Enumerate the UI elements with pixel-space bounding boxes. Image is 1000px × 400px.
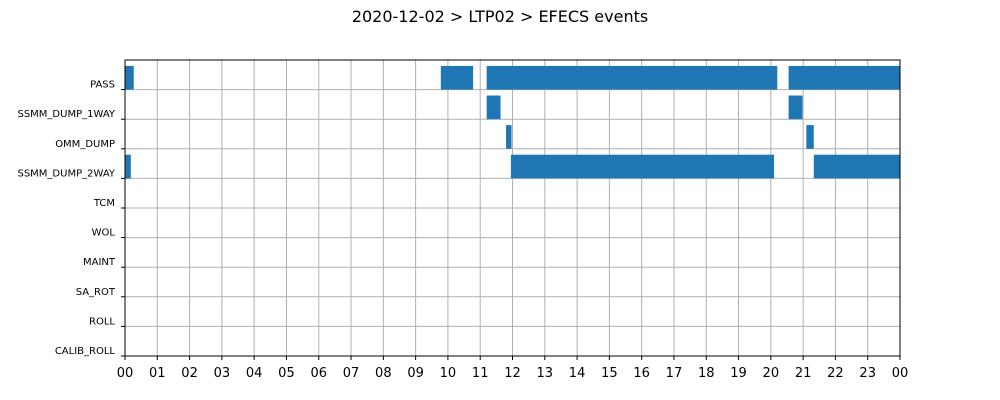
- axes: 00 01 02 03 04 05 06 07 08 09 10 11 12 13 14 15 16 17 18 19…: [17, 80, 908, 381]
- x-tick-label: 22: [827, 366, 844, 381]
- x-tick-label: 02: [181, 366, 198, 381]
- x-tick-label: 06: [310, 366, 327, 381]
- event-bar-ssmm-dump-1way: [486, 95, 501, 120]
- x-tick-label: 03: [214, 366, 231, 381]
- x-tick-label: 17: [666, 366, 683, 381]
- x-tick-label: 11: [472, 366, 489, 381]
- event-bar-ssmm-dump-2way: [813, 154, 900, 179]
- x-tick-label: 14: [569, 366, 586, 381]
- y-tick-label: PASS: [90, 80, 115, 91]
- x-tick-label: 05: [278, 366, 295, 381]
- y-tick-label: OMM_DUMP: [55, 139, 115, 150]
- x-tick-label: 09: [407, 366, 424, 381]
- x-tick-label: 15: [601, 366, 618, 381]
- event-bar-ssmm-dump-2way: [510, 154, 775, 179]
- x-tick-label: 21: [795, 366, 812, 381]
- y-tick-label: ROLL: [89, 316, 115, 327]
- event-bar-omm-dump: [806, 125, 814, 149]
- y-tick-label: TCM: [93, 198, 115, 209]
- x-tick-label: 07: [343, 366, 360, 381]
- x-tick-label: 12: [504, 366, 521, 381]
- x-tick-label: 00: [117, 366, 134, 381]
- y-tick-label: SSMM_DUMP_2WAY: [17, 168, 115, 179]
- x-tick-label: 04: [246, 366, 263, 381]
- y-tick-label: MAINT: [83, 257, 116, 268]
- grid: [124, 60, 901, 357]
- x-tick-label: 00: [892, 366, 909, 381]
- plot-frame: [124, 59, 901, 357]
- x-tick-label: 01: [149, 366, 166, 381]
- event-bar-ssmm-dump-1way: [788, 95, 803, 120]
- event-bar-pass: [440, 65, 474, 90]
- event-bar-pass: [486, 65, 778, 90]
- event-bar-pass: [788, 65, 900, 90]
- x-tick-label: 19: [730, 366, 747, 381]
- y-tick-label: SSMM_DUMP_1WAY: [17, 109, 115, 120]
- x-tick-label: 13: [537, 366, 554, 381]
- y-tick-label: WOL: [92, 228, 116, 239]
- x-tick-label: 10: [440, 366, 457, 381]
- y-tick-label: CALIB_ROLL: [55, 346, 116, 357]
- x-tick-label: 23: [859, 366, 876, 381]
- event-bar-ssmm-dump-2way: [125, 154, 131, 179]
- event-bar-pass: [125, 65, 134, 90]
- x-tick-label: 08: [375, 366, 392, 381]
- event-bars: [125, 65, 900, 179]
- chart-title: 2020-12-02 > LTP02 > EFECS events: [352, 7, 648, 26]
- x-tick-label: 18: [698, 366, 715, 381]
- event-bar-omm-dump: [506, 125, 512, 149]
- y-tick-label: SA_ROT: [76, 287, 116, 298]
- x-tick-label: 16: [633, 366, 650, 381]
- x-tick-label: 20: [763, 366, 780, 381]
